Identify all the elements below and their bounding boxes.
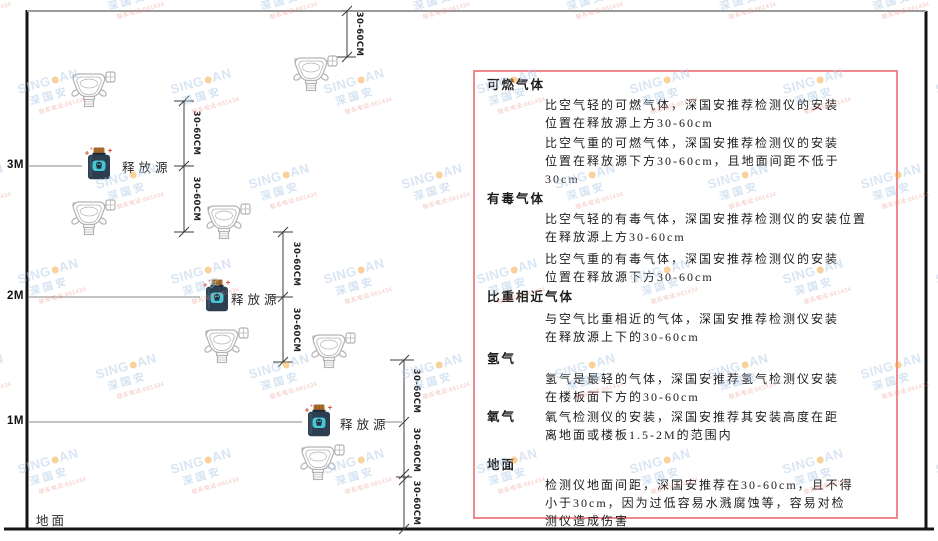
release-source-label: 释放源: [340, 418, 390, 432]
section-paragraph: 氢气是最轻的气体，深国安推荐氢气检测仪安装 在楼板面下方的30-60cm: [545, 372, 840, 404]
axis-label-2m: 2M: [7, 290, 24, 302]
release-source-icon: [202, 278, 232, 314]
axis-label-1m: 1M: [7, 415, 24, 427]
dim-label: 30-60CM: [354, 11, 364, 57]
dim-label: 30-60CM: [291, 307, 301, 353]
gas-detector-icon: [70, 68, 116, 108]
section-heading: 氧气: [487, 410, 517, 424]
gas-detector-icon: [203, 324, 249, 364]
section-heading: 氢气: [487, 352, 517, 366]
release-source-label: 释放源: [122, 161, 172, 175]
gas-detector-icon: [205, 200, 251, 240]
dim-label: 30-60CM: [191, 176, 201, 222]
section-similar-density-gas: 比重相近气体 与空气比重相近的气体，深国安推荐检测仪安装 在释放源上下的30-6…: [487, 288, 888, 346]
installation-guide-panel: 可燃气体 比空气轻的可燃气体，深国安推荐检测仪的安装 位置在释放源上方30-60…: [473, 70, 898, 528]
release-source-icon: [84, 146, 114, 182]
gas-detector-icon: [310, 329, 356, 369]
section-paragraph: 比空气重的有毒气体，深国安推荐检测仪的安装 位置在释放源下方30-60cm: [545, 252, 840, 284]
section-paragraph: 检测仪地面间距，深国安推荐在30-60cm，且不得 小于30cm，因为过低容易水…: [545, 478, 854, 528]
section-toxic-gas: 有毒气体 比空气轻的有毒气体，深国安推荐检测仪的安装位置 在释放源上方30-60…: [487, 190, 888, 286]
dim-label: 30-60CM: [191, 110, 201, 156]
axis-label-3m: 3M: [7, 159, 24, 171]
gas-detector-icon: [70, 196, 116, 236]
section-heading: 可燃气体: [487, 78, 546, 92]
dim-line-3m: [174, 95, 194, 238]
dim-label: 30-60CM: [411, 427, 421, 473]
release-source-label: 释放源: [231, 293, 281, 307]
section-oxygen: 氧气 氧气检测仪的安装，深国安推荐其安装高度在距 离地面或楼板1.5-2M的范围…: [487, 408, 888, 446]
dim-line-1m: [390, 354, 414, 535]
section-heading: 地面: [487, 458, 517, 472]
ground-label: 地面: [36, 514, 68, 528]
section-paragraph: 比空气轻的有毒气体，深国安推荐检测仪的安装位置 在释放源上方30-60cm: [545, 212, 868, 244]
dim-label: 30-60CM: [291, 241, 301, 287]
release-source-icon: [304, 403, 334, 439]
section-paragraph: 与空气比重相近的气体，深国安推荐检测仪安装 在释放源上下的30-60cm: [545, 312, 840, 344]
section-paragraph: 氧气检测仪的安装，深国安推荐其安装高度在距 离地面或楼板1.5-2M的范围内: [545, 410, 840, 442]
section-combustible-gas: 可燃气体 比空气轻的可燃气体，深国安推荐检测仪的安装 位置在释放源上方30-60…: [487, 76, 888, 188]
section-paragraph: 比空气重的可燃气体，深国安推荐检测仪的安装 位置在释放源下方30-60cm，且地…: [545, 136, 840, 186]
meter-reference-lines: [28, 165, 402, 423]
section-heading: 有毒气体: [487, 192, 546, 206]
gas-detector-icon: [299, 441, 345, 481]
section-paragraph: 比空气轻的可燃气体，深国安推荐检测仪的安装 位置在释放源上方30-60cm: [545, 98, 840, 130]
section-hydrogen: 氢气 氢气是最轻的气体，深国安推荐氢气检测仪安装 在楼板面下方的30-60cm: [487, 350, 888, 406]
dim-label: 30-60CM: [411, 480, 421, 526]
dim-label: 30-60CM: [411, 368, 421, 414]
section-ground: 地面 检测仪地面间距，深国安推荐在30-60cm，且不得 小于30cm，因为过低…: [487, 456, 888, 530]
gas-detector-icon: [292, 52, 338, 92]
section-heading: 比重相近气体: [487, 290, 575, 304]
